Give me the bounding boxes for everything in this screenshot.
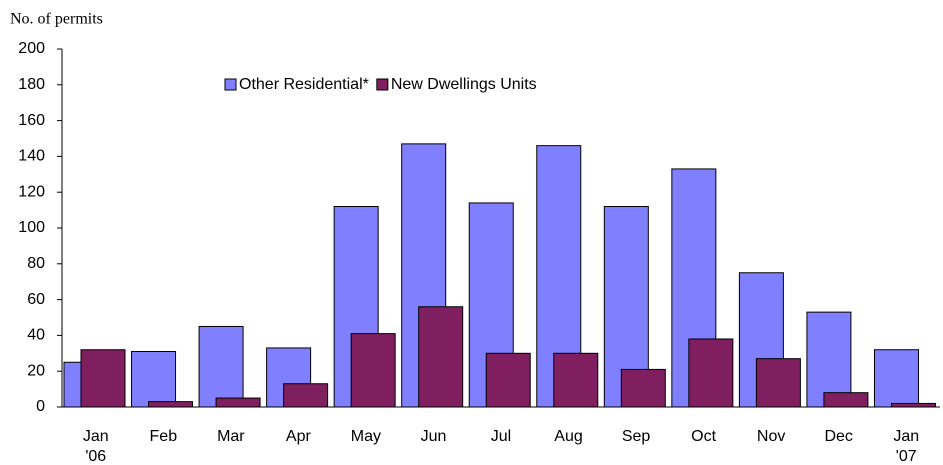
x-tick-label: Aug <box>554 428 582 445</box>
legend-swatch <box>224 78 237 91</box>
bar <box>553 352 599 408</box>
x-tick-label-line: Jul <box>491 428 511 445</box>
legend-label: New Dwellings Units <box>391 76 537 93</box>
y-tick-label: 140 <box>18 148 45 165</box>
x-tick-label-line: Mar <box>217 428 245 445</box>
y-tick-label: 200 <box>18 40 45 57</box>
x-tick-label: Nov <box>757 428 785 445</box>
x-tick-label-line: Oct <box>691 428 716 445</box>
x-tick-label-line: Nov <box>757 428 785 445</box>
x-tick-label-line: Dec <box>824 428 852 445</box>
bar <box>485 352 531 408</box>
x-tick-label: Jan '06 <box>83 428 109 465</box>
x-tick-label: Jul <box>491 428 511 445</box>
bar <box>198 325 244 408</box>
y-axis-label: No. of permits <box>10 11 103 28</box>
bar <box>131 351 177 408</box>
bar <box>890 402 936 408</box>
bar <box>620 368 666 408</box>
y-tick-label: 60 <box>27 291 45 308</box>
x-tick-label: Feb <box>150 428 178 445</box>
x-tick-label-line: '07 <box>896 448 917 465</box>
x-tick-label: Oct <box>691 428 716 445</box>
bar <box>873 349 919 408</box>
bar <box>148 401 194 408</box>
x-tick-label: Jan '07 <box>893 428 919 465</box>
bar <box>755 358 801 408</box>
y-tick-label: 100 <box>18 219 45 236</box>
bar <box>418 306 464 408</box>
y-tick-label: 40 <box>27 327 45 344</box>
x-tick-label-line: '06 <box>85 448 106 465</box>
y-tick-label: 0 <box>36 398 45 415</box>
legend-swatch <box>376 78 389 91</box>
y-tick-label: 180 <box>18 76 45 93</box>
x-tick-label-line: Jun <box>421 428 447 445</box>
x-tick-label: Mar <box>217 428 245 445</box>
x-tick-label-line: Sep <box>622 428 651 445</box>
bar <box>215 397 261 408</box>
bar <box>688 338 734 408</box>
x-tick-label-line: Aug <box>554 428 582 445</box>
x-tick-label: Sep <box>622 428 651 445</box>
bar <box>283 383 329 408</box>
y-tick-label: 120 <box>18 183 45 200</box>
x-tick-label: Dec <box>824 428 852 445</box>
x-tick-label: Apr <box>286 428 312 445</box>
y-tick-label: 80 <box>27 255 45 272</box>
bar <box>806 311 852 408</box>
x-tick-label: May <box>351 428 381 445</box>
x-tick-label-line: Feb <box>150 428 178 445</box>
x-tick-label: Jun <box>421 428 447 445</box>
bar <box>823 392 869 408</box>
legend-label: Other Residential* <box>239 76 369 93</box>
x-tick-label-line: Jan <box>83 428 109 445</box>
x-tick-label-line: Jan <box>893 428 919 445</box>
bar <box>80 349 126 408</box>
x-tick-label-line: May <box>351 428 381 445</box>
y-tick-label: 20 <box>27 362 45 379</box>
x-tick-label-line: Apr <box>286 428 312 445</box>
y-tick-label: 160 <box>18 112 45 129</box>
bar <box>350 333 396 408</box>
